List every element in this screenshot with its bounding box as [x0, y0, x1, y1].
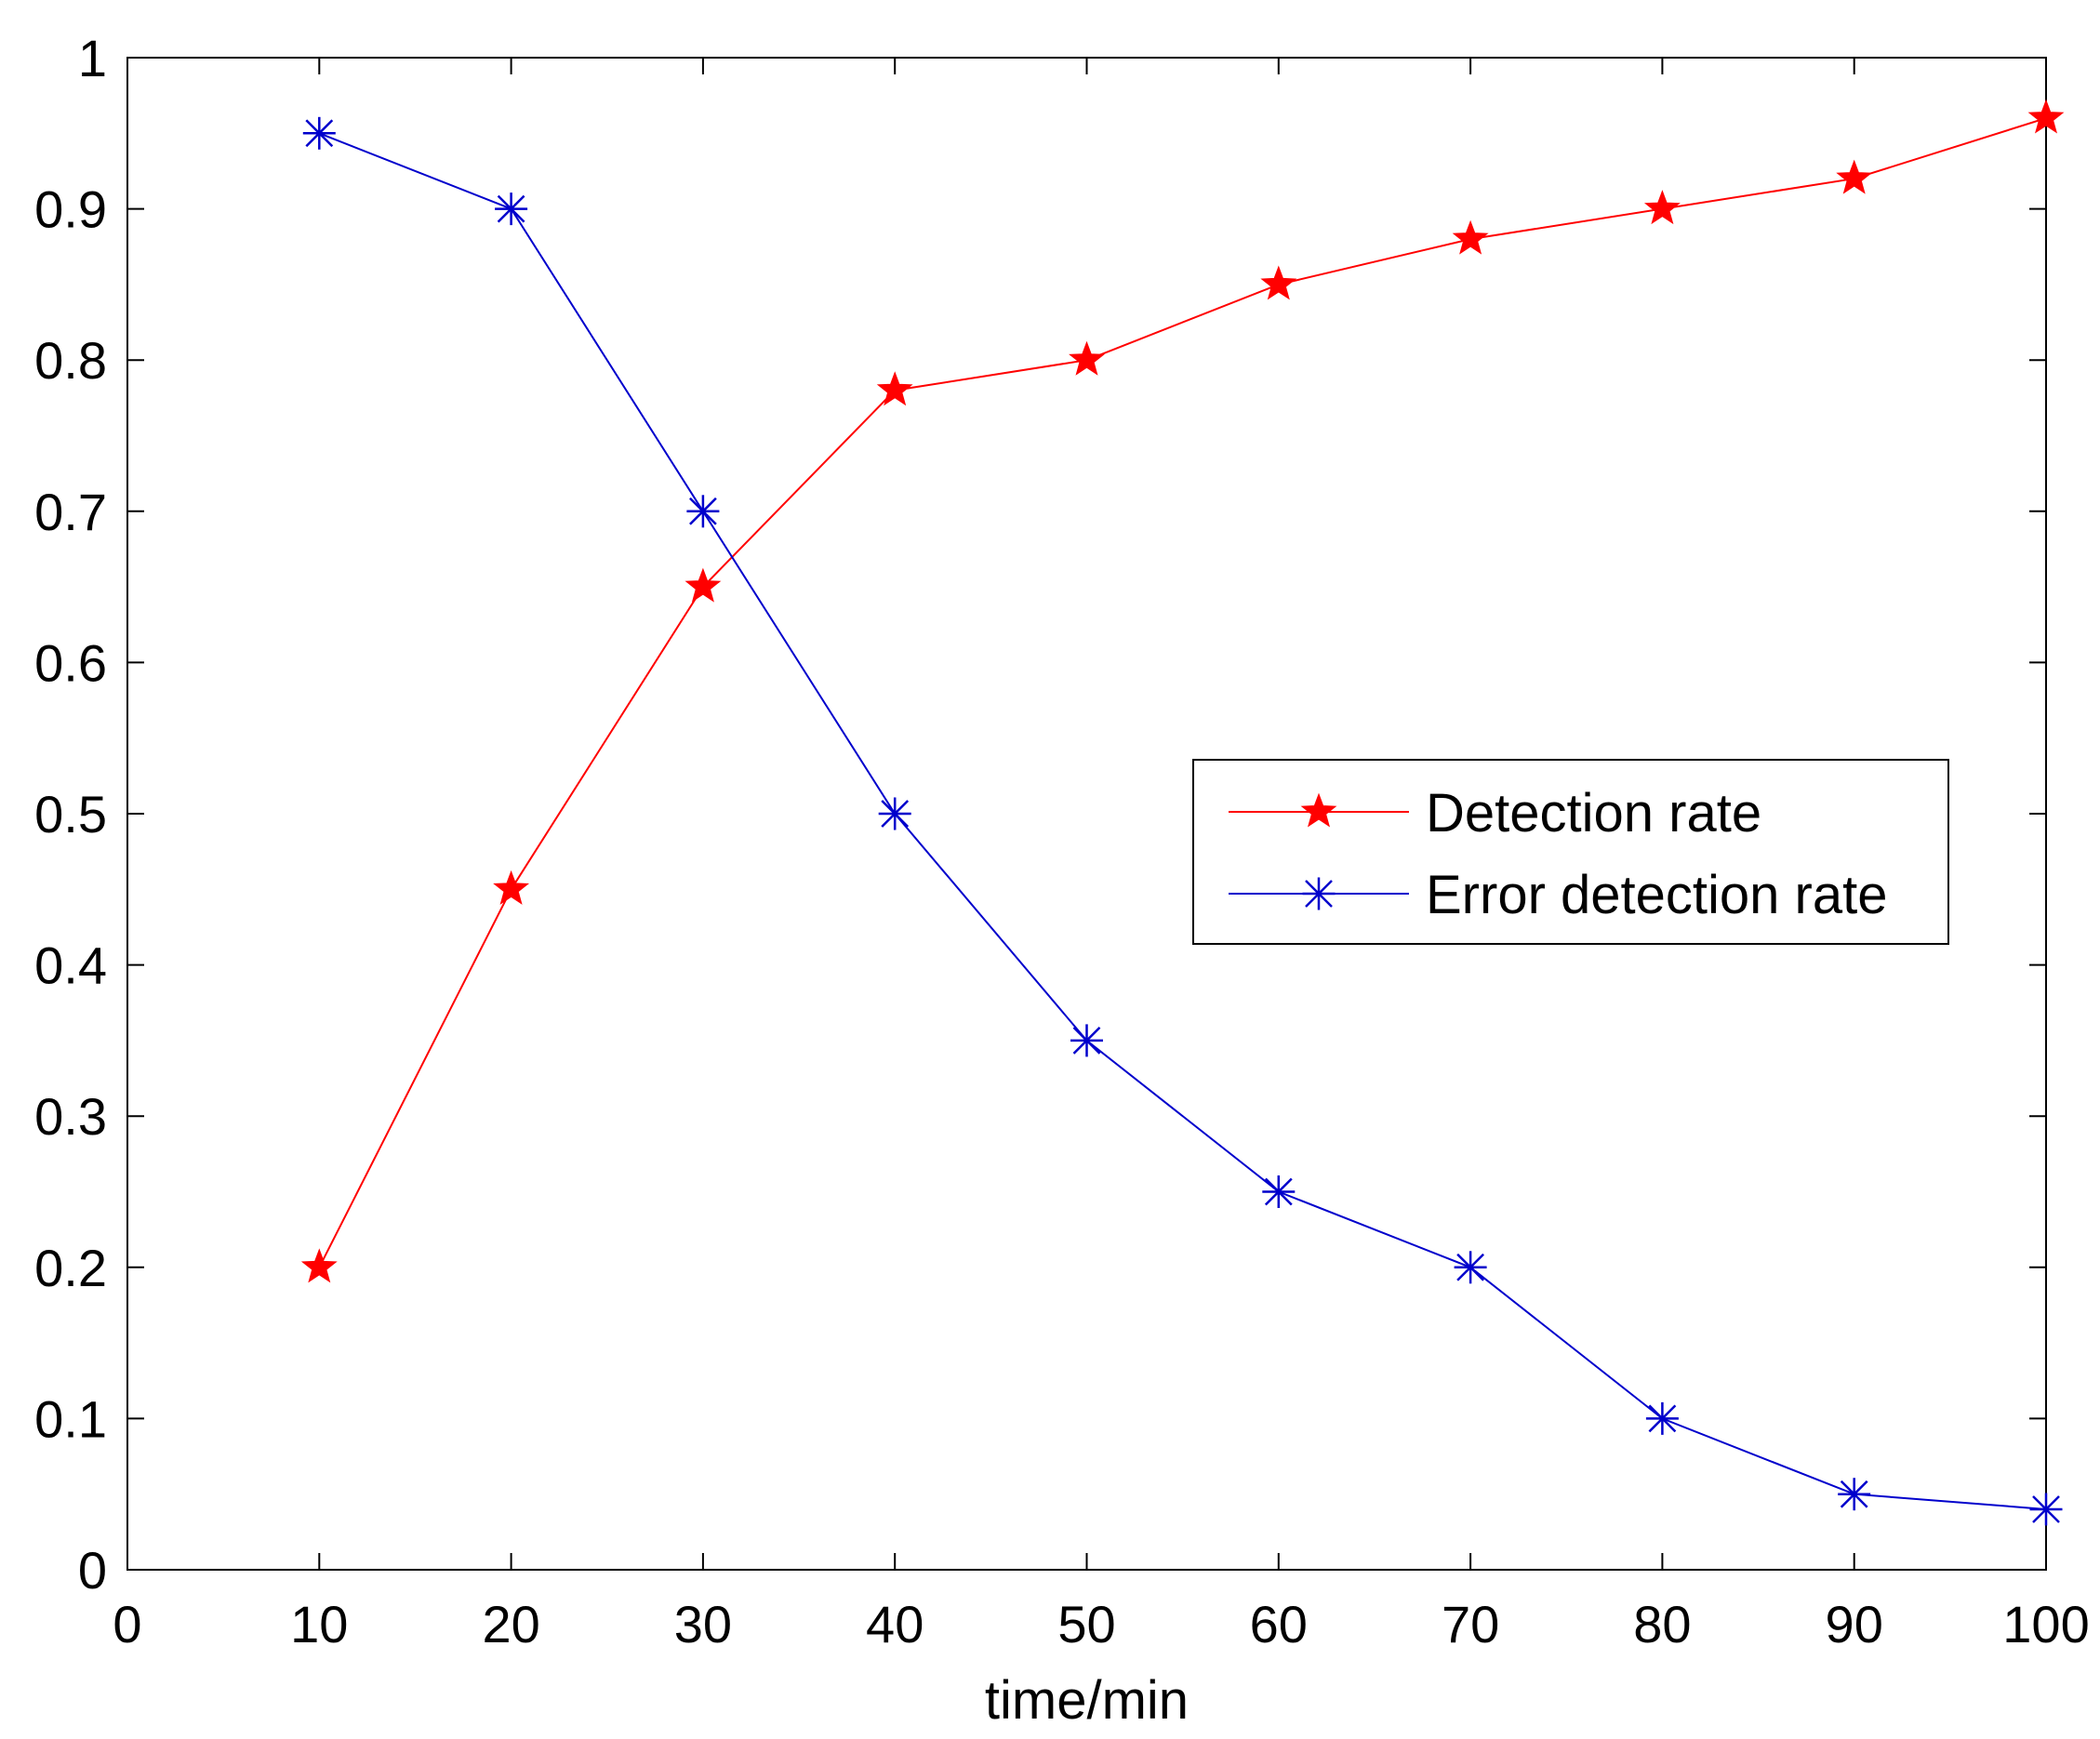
data-point-detection-rate — [876, 371, 913, 406]
series-line-error-detection-rate — [318, 132, 2047, 1510]
data-point-detection-rate — [2027, 99, 2065, 134]
y-tick-label: 0.5 — [34, 785, 107, 843]
y-tick-label: 0.9 — [34, 180, 107, 239]
series-line-detection-rate — [318, 117, 2047, 1268]
legend-item-detection-rate: Detection rate — [1229, 783, 1761, 843]
x-tick-label: 50 — [1057, 1595, 1115, 1653]
y-tick-label: 1 — [78, 29, 107, 87]
data-point-error-detection-rate — [878, 797, 911, 830]
x-tick-label: 40 — [866, 1595, 924, 1653]
x-tick-label: 10 — [290, 1595, 348, 1653]
data-point-error-detection-rate — [302, 116, 336, 150]
legend-label: Detection rate — [1426, 783, 1761, 843]
x-tick-label: 90 — [1826, 1595, 1883, 1653]
series-error-detection-rate — [302, 116, 2063, 1526]
axes-layer: 0 10 20 30 40 50 60 70 80 90 100 0 0.1 0.2 0.3 0.4 0.5 0.… — [34, 29, 2090, 1653]
series-detection-rate — [300, 99, 2065, 1283]
data-point-error-detection-rate — [1262, 1175, 1296, 1208]
data-point-error-detection-rate — [1645, 1401, 1679, 1435]
x-tick-label: 100 — [2002, 1595, 2089, 1653]
legend-swatch-marker — [1302, 877, 1336, 910]
y-tick-label: 0.1 — [34, 1389, 107, 1448]
data-point-error-detection-rate — [2029, 1493, 2063, 1526]
data-point-detection-rate — [1260, 265, 1297, 300]
x-tick-label: 80 — [1633, 1595, 1691, 1653]
y-tick-label: 0.7 — [34, 483, 107, 541]
data-point-error-detection-rate — [495, 192, 528, 226]
x-tick-label: 70 — [1442, 1595, 1499, 1653]
data-point-detection-rate — [493, 870, 530, 905]
legend-box — [1192, 759, 1949, 945]
data-point-error-detection-rate — [1838, 1478, 1871, 1511]
legend-swatch-marker — [1300, 792, 1337, 828]
data-point-error-detection-rate — [1070, 1024, 1103, 1057]
y-tick-label: 0 — [78, 1541, 107, 1600]
y-tick-label: 0.3 — [34, 1087, 107, 1146]
series-layer — [300, 99, 2065, 1526]
x-axis-label: time/min — [985, 1670, 1189, 1731]
data-point-error-detection-rate — [1454, 1251, 1487, 1284]
x-tick-label: 60 — [1250, 1595, 1308, 1653]
data-point-error-detection-rate — [686, 495, 720, 528]
legend-item-error-detection-rate: Error detection rate — [1229, 865, 1887, 925]
data-point-detection-rate — [1643, 190, 1681, 225]
x-tick-label: 30 — [674, 1595, 732, 1653]
x-tick-label: 0 — [113, 1595, 141, 1653]
data-point-detection-rate — [684, 567, 722, 603]
y-tick-label: 0.2 — [34, 1239, 107, 1297]
legend-label: Error detection rate — [1426, 865, 1887, 925]
x-tick-label: 20 — [482, 1595, 539, 1653]
y-tick-label: 0.4 — [34, 936, 107, 995]
legend: Detection rate Error detection rate — [1192, 759, 1949, 945]
data-point-detection-rate — [1836, 159, 1873, 194]
y-tick-label: 0.8 — [34, 331, 107, 390]
y-tick-label: 0.6 — [34, 633, 107, 692]
data-point-detection-rate — [300, 1248, 338, 1283]
data-point-detection-rate — [1452, 219, 1489, 255]
data-point-detection-rate — [1069, 340, 1105, 376]
